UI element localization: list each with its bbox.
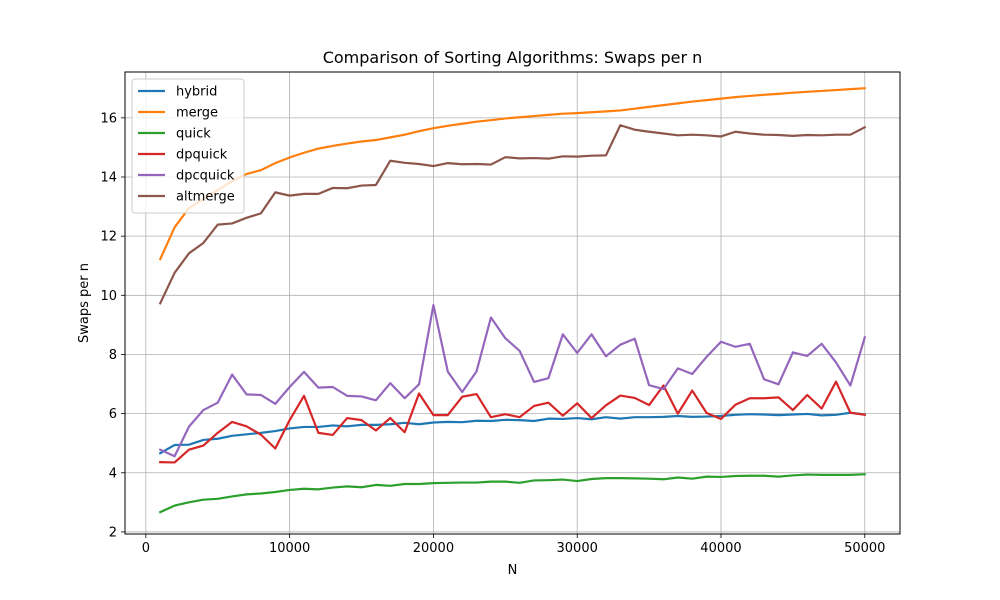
series-lines [158, 87, 867, 514]
y-tick-label: 2 [109, 525, 117, 540]
y-tick-label: 10 [100, 289, 117, 304]
legend-label-altmerge: altmerge [176, 190, 235, 205]
series-line-hybrid [158, 411, 866, 455]
x-axis-label: N [508, 563, 518, 578]
y-axis-label: Swaps per n [77, 263, 92, 343]
x-tick-label: 40000 [700, 541, 741, 556]
plot-frame [124, 71, 901, 535]
x-tick-label: 0 [142, 541, 150, 556]
legend: hybrid merge quick dpquick dpcquick altmerge [131, 78, 245, 214]
series-line-altmerge [158, 124, 867, 305]
series-line-quick [158, 473, 866, 514]
x-tick-label: 50000 [844, 541, 885, 556]
y-tick-label: 16 [100, 111, 117, 126]
series-line-merge [158, 87, 866, 261]
y-tick-label: 12 [100, 230, 117, 245]
series-line-dpcquick [158, 303, 867, 458]
x-tick-label: 30000 [557, 541, 598, 556]
chart-title: Comparison of Sorting Algorithms: Swaps … [323, 48, 703, 67]
legend-label-dpquick: dpquick [176, 148, 228, 163]
legend-label-dpcquick: dpcquick [176, 169, 235, 184]
x-tick-label: 20000 [413, 541, 454, 556]
y-tick-label: 4 [109, 466, 117, 481]
x-tick-label: 10000 [269, 541, 310, 556]
y-tick-label: 14 [100, 171, 117, 186]
series-line-dpquick [159, 380, 867, 464]
legend-label-hybrid: hybrid [176, 85, 217, 100]
axis-ticks: 0 10000 20000 30000 40000 50000 2 4 6 8 10 12 14 16 [100, 111, 885, 556]
y-tick-label: 6 [109, 407, 117, 422]
legend-label-quick: quick [176, 127, 211, 142]
legend-label-merge: merge [176, 106, 218, 121]
y-tick-label: 8 [109, 348, 117, 363]
